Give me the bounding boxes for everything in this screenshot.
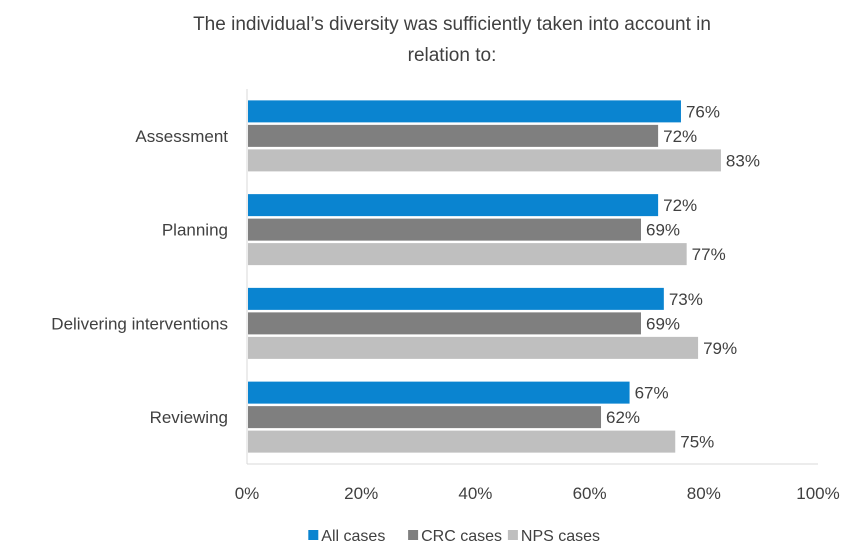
bar bbox=[248, 430, 676, 453]
chart-title-line-2: relation to: bbox=[408, 45, 497, 66]
legend-swatch bbox=[507, 530, 518, 540]
data-label: 67% bbox=[635, 384, 669, 403]
bar bbox=[248, 100, 681, 123]
legend-swatch bbox=[408, 530, 419, 540]
data-label: 77% bbox=[692, 245, 726, 264]
legend-label: CRC cases bbox=[421, 528, 502, 545]
bar bbox=[248, 336, 699, 359]
legend-label: All cases bbox=[321, 528, 385, 545]
category-label: Delivering interventions bbox=[51, 314, 228, 333]
data-label: 73% bbox=[669, 290, 703, 309]
bar bbox=[248, 243, 687, 266]
data-label: 79% bbox=[703, 339, 737, 358]
data-label: 62% bbox=[606, 408, 640, 427]
bar bbox=[248, 124, 659, 147]
x-tick-label: 0% bbox=[235, 484, 260, 503]
bar bbox=[248, 149, 721, 172]
x-tick-label: 80% bbox=[687, 484, 721, 503]
x-tick-label: 100% bbox=[796, 484, 839, 503]
bar bbox=[248, 312, 641, 335]
data-label: 83% bbox=[726, 151, 760, 170]
category-label: Reviewing bbox=[150, 408, 228, 427]
bar bbox=[248, 287, 664, 310]
legend: All cases CRC cases NPS cases bbox=[308, 528, 600, 545]
data-label: 69% bbox=[646, 314, 680, 333]
bar bbox=[248, 218, 641, 241]
category-label: Planning bbox=[162, 221, 228, 240]
bar bbox=[248, 194, 659, 217]
plot-area: 0% 20% 40% 60% 80% 100% Assessment 76% 72% 83% Pla… bbox=[51, 89, 840, 503]
x-tick-label: 40% bbox=[458, 484, 492, 503]
x-tick-label: 60% bbox=[573, 484, 607, 503]
bar bbox=[248, 406, 602, 429]
category-label: Assessment bbox=[135, 127, 228, 146]
data-label: 72% bbox=[663, 127, 697, 146]
chart-title-line-1: The individual’s diversity was sufficien… bbox=[193, 14, 711, 35]
x-tick-label: 20% bbox=[344, 484, 378, 503]
bar bbox=[248, 381, 630, 404]
legend-label: NPS cases bbox=[521, 528, 600, 545]
legend-swatch bbox=[308, 530, 319, 540]
data-label: 72% bbox=[663, 196, 697, 215]
data-label: 76% bbox=[686, 102, 720, 121]
data-label: 75% bbox=[680, 433, 714, 452]
data-label: 69% bbox=[646, 221, 680, 240]
